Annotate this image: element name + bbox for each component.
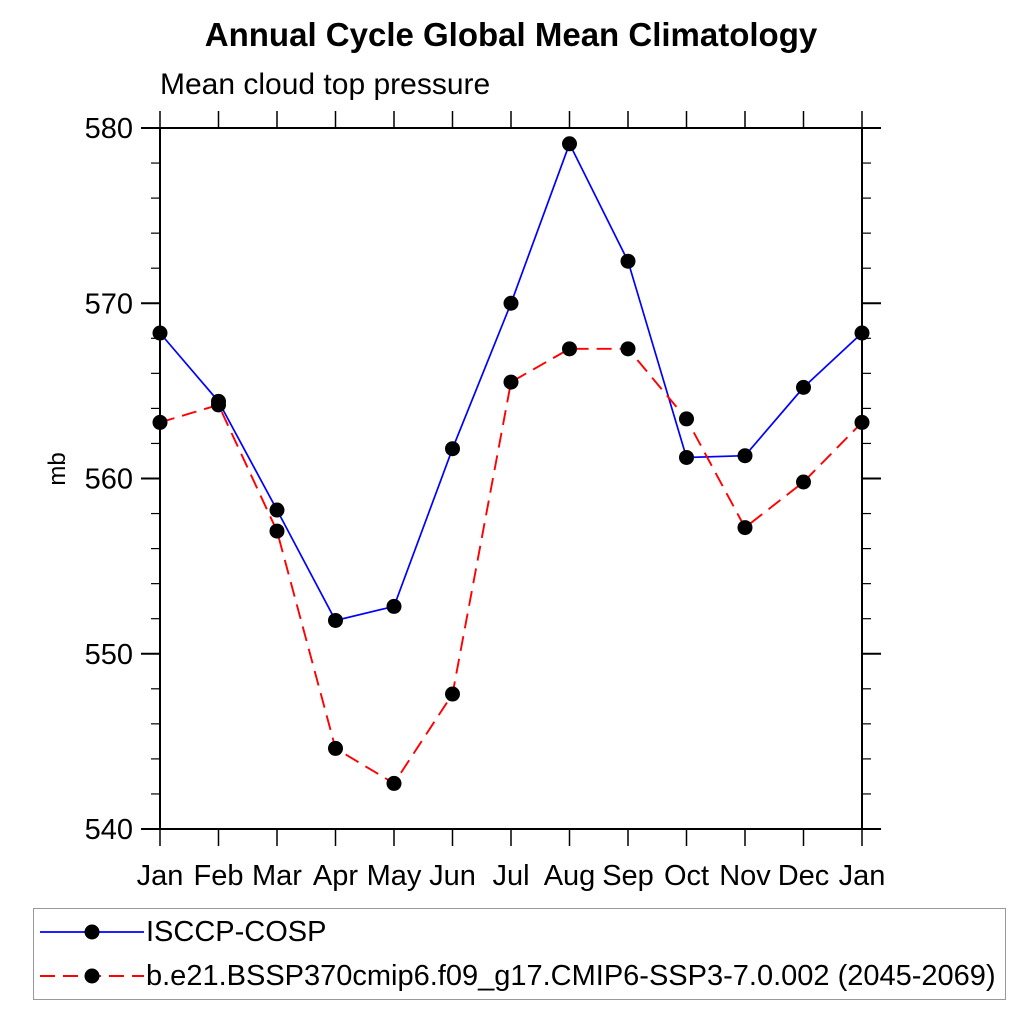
- chart-title: Annual Cycle Global Mean Climatology: [204, 16, 818, 53]
- x-tick-label: Jun: [429, 860, 476, 892]
- series-line-1: [159, 347, 863, 785]
- data-point-marker-series-0: [796, 379, 811, 395]
- data-point-marker-series-1: [503, 374, 519, 390]
- x-tick-label: Feb: [194, 860, 244, 892]
- legend-label-observation: ISCCP-COSP: [146, 915, 327, 948]
- data-point-marker-series-1: [211, 397, 226, 413]
- y-tick-label: 550: [85, 639, 133, 671]
- data-point-marker-series-1: [854, 414, 870, 430]
- legend-marker-dot: [84, 968, 100, 984]
- data-point-marker-series-0: [737, 448, 753, 464]
- blue-solid-line-sample: [40, 924, 144, 940]
- x-tick-label: May: [367, 860, 422, 892]
- data-point-marker-series-0: [328, 612, 343, 628]
- data-point-marker-series-0: [269, 502, 285, 518]
- data-point-marker-series-0: [620, 253, 636, 269]
- legend-marker-dot: [84, 924, 100, 940]
- data-point-marker-series-1: [445, 686, 460, 702]
- x-tick-label: Apr: [313, 860, 358, 892]
- chart-subtitle: Mean cloud top pressure: [160, 68, 491, 101]
- x-tick-label: Sep: [602, 860, 654, 892]
- data-point-marker-series-0: [445, 441, 460, 457]
- data-point-marker-series-0: [679, 449, 694, 465]
- x-tick-label: Nov: [719, 860, 771, 892]
- data-point-marker-series-0: [562, 136, 577, 152]
- legend-row-observation: ISCCP-COSP: [34, 911, 1005, 953]
- data-point-marker-series-1: [620, 341, 636, 357]
- data-point-marker-series-0: [152, 325, 168, 341]
- legend-row-model: b.e21.BSSP370cmip6.f09_g17.CMIP6-SSP3-7.…: [34, 955, 1005, 997]
- red-dashed-line-sample: [40, 968, 144, 984]
- data-point-marker-series-1: [269, 523, 285, 539]
- x-tick-label: Oct: [664, 860, 709, 892]
- data-point-marker-series-0: [503, 295, 519, 311]
- data-point-marker-series-1: [679, 411, 694, 427]
- y-tick-label: 540: [85, 814, 133, 846]
- plot-border: [159, 127, 863, 830]
- x-tick-label: Jul: [492, 860, 529, 892]
- data-point-marker-series-0: [854, 325, 870, 341]
- x-tick-label: Mar: [252, 860, 302, 892]
- y-tick-label: 570: [85, 288, 133, 320]
- x-tick-label: Dec: [778, 860, 830, 892]
- data-point-marker-series-1: [796, 474, 811, 490]
- data-point-marker-series-1: [152, 414, 168, 430]
- y-tick-label: 580: [85, 113, 133, 145]
- y-tick-label: 560: [85, 464, 133, 496]
- data-point-marker-series-1: [562, 341, 577, 357]
- data-point-marker-series-1: [737, 520, 753, 536]
- data-point-marker-series-1: [386, 775, 402, 791]
- data-point-marker-series-1: [328, 740, 343, 756]
- x-tick-label: Jan: [137, 860, 184, 892]
- x-tick-label: Jan: [839, 860, 886, 892]
- data-point-marker-series-0: [386, 598, 402, 614]
- legend-label-model: b.e21.BSSP370cmip6.f09_g17.CMIP6-SSP3-7.…: [146, 959, 996, 992]
- x-tick-label: Aug: [544, 860, 596, 892]
- legend-box: ISCCP-COSP b.e21.BSSP370cmip6.f09_g17.CM…: [33, 908, 1006, 1000]
